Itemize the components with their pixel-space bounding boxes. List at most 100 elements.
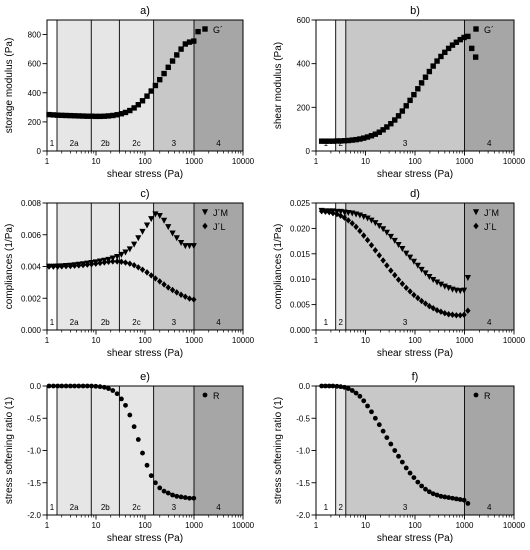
data-point: [46, 263, 52, 270]
region-label: 4: [216, 503, 221, 512]
data-point: [131, 262, 137, 269]
data-point: [407, 288, 413, 295]
data-point: [395, 276, 402, 283]
region-d-4: [464, 203, 514, 330]
data-point: [380, 127, 386, 133]
data-point: [72, 383, 77, 389]
data-point: [372, 247, 379, 254]
data-point: [337, 212, 344, 219]
data-point: [461, 34, 467, 41]
legend-marker: [473, 392, 479, 398]
region-label: 1: [50, 139, 55, 148]
region-label: 2: [339, 318, 344, 327]
region-e-2a: [57, 386, 92, 515]
data-point: [161, 281, 167, 288]
data-point: [345, 386, 351, 391]
data-point: [93, 113, 99, 120]
y-axis-label: stress softening ratio (1): [273, 397, 284, 504]
x-tick-label: 100: [408, 157, 422, 166]
data-point: [364, 134, 371, 140]
data-point: [414, 262, 421, 269]
data-point: [399, 459, 405, 465]
data-point: [341, 214, 348, 221]
data-point: [165, 224, 172, 231]
data-point: [334, 138, 340, 144]
legend-marker: [202, 26, 208, 32]
x-tick-label: 100: [138, 521, 152, 530]
region-a-1: [47, 20, 58, 151]
data-point: [376, 422, 382, 428]
data-point: [139, 228, 146, 235]
data-point: [84, 261, 91, 268]
data-point: [399, 246, 406, 253]
data-point: [71, 113, 78, 119]
region-label: 2: [339, 503, 344, 512]
data-point: [114, 391, 120, 397]
panel-label: c): [140, 188, 149, 200]
y-tick-label: 0: [37, 147, 42, 156]
data-point: [157, 485, 163, 491]
data-point: [191, 495, 197, 501]
data-point: [54, 112, 61, 118]
region-f-1: [316, 386, 336, 515]
data-point: [361, 398, 367, 404]
data-point: [334, 383, 340, 389]
data-point: [353, 136, 359, 143]
region-label: 4: [487, 318, 492, 327]
region-label: 3: [403, 318, 408, 327]
data-point: [392, 271, 398, 279]
data-point: [165, 490, 171, 496]
data-point: [131, 241, 138, 248]
region-e-1: [47, 386, 58, 515]
y-axis-label: compliances (1/Pa): [4, 224, 15, 310]
series-d-0: [318, 207, 471, 295]
data-point: [353, 223, 359, 231]
region-label: 2b: [101, 503, 110, 512]
y-tick-label: 0.008: [21, 199, 42, 208]
data-point: [157, 278, 163, 285]
data-point: [345, 217, 352, 224]
data-point: [433, 279, 441, 286]
data-point: [395, 241, 402, 248]
region-e-2b: [91, 386, 120, 515]
data-point: [178, 494, 184, 500]
region-label: 3: [172, 139, 177, 148]
data-point: [380, 428, 386, 434]
data-point: [457, 497, 463, 502]
data-point: [173, 235, 180, 242]
data-point: [63, 383, 69, 389]
data-point: [391, 237, 398, 244]
data-point: [122, 259, 129, 266]
data-point: [84, 383, 90, 389]
data-point: [383, 229, 390, 236]
data-point: [326, 208, 332, 216]
legend-marker: [202, 222, 208, 230]
series-e-0: [46, 383, 197, 501]
region-c-4: [194, 203, 243, 330]
y-tick-label: 0.020: [290, 224, 311, 233]
data-point: [430, 491, 436, 497]
data-point: [342, 384, 347, 390]
x-tick-label: 10: [361, 521, 370, 530]
data-point: [178, 291, 184, 298]
data-point: [415, 479, 421, 485]
y-tick-label: -1.5: [27, 479, 41, 488]
x-tick-label: 10000: [232, 157, 255, 166]
region-label: 2b: [101, 318, 110, 327]
y-tick-label: -1.0: [296, 447, 310, 456]
data-point: [59, 383, 65, 389]
data-point: [422, 270, 429, 277]
legend-label: G´: [213, 25, 223, 35]
data-point: [50, 383, 56, 389]
legend-marker: [202, 392, 208, 398]
region-a-2b: [91, 20, 120, 151]
x-tick-label: 1000: [456, 336, 474, 345]
data-point: [170, 492, 175, 498]
data-point: [110, 388, 116, 393]
data-point: [376, 223, 383, 230]
data-point: [345, 137, 352, 144]
data-point: [88, 113, 95, 119]
x-tick-label: 1000: [456, 521, 474, 530]
region-d-2: [335, 203, 346, 330]
data-point: [403, 250, 410, 257]
